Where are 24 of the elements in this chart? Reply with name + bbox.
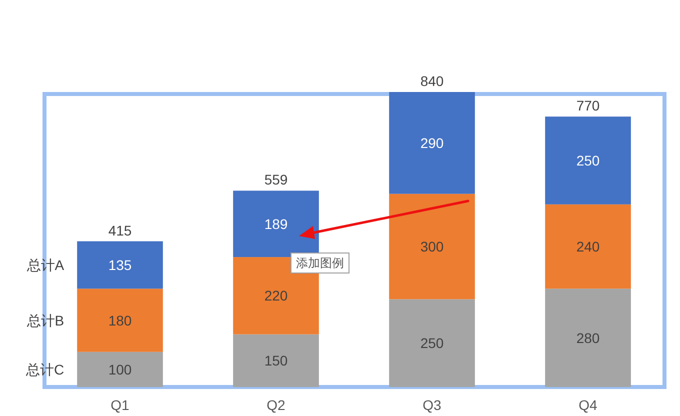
data-label: 240 [576, 238, 600, 255]
total-label: 840 [420, 73, 444, 89]
data-label: 280 [576, 330, 600, 346]
series-label: 总计A [26, 256, 65, 273]
series-label: 总计C [24, 361, 64, 378]
total-label: 415 [108, 222, 132, 238]
annotation: 添加图例 [296, 256, 344, 270]
total-label: 770 [576, 98, 600, 114]
data-label: 250 [576, 152, 600, 168]
data-label: 150 [264, 352, 288, 369]
data-label: 220 [264, 288, 288, 304]
x-tick-label: Q2 [266, 397, 286, 413]
total-label: 559 [264, 172, 288, 188]
data-label: 300 [420, 238, 444, 255]
data-label: 290 [420, 134, 444, 151]
series-label: 总计B [26, 312, 64, 328]
data-label: 180 [108, 312, 132, 328]
data-label: 135 [108, 256, 132, 273]
data-label: 100 [108, 361, 132, 378]
x-tick-label: Q4 [578, 397, 598, 413]
data-label: 189 [264, 216, 288, 232]
x-tick-label: Q3 [422, 397, 442, 413]
x-tick-label: Q1 [110, 397, 130, 413]
data-label: 250 [420, 335, 444, 352]
